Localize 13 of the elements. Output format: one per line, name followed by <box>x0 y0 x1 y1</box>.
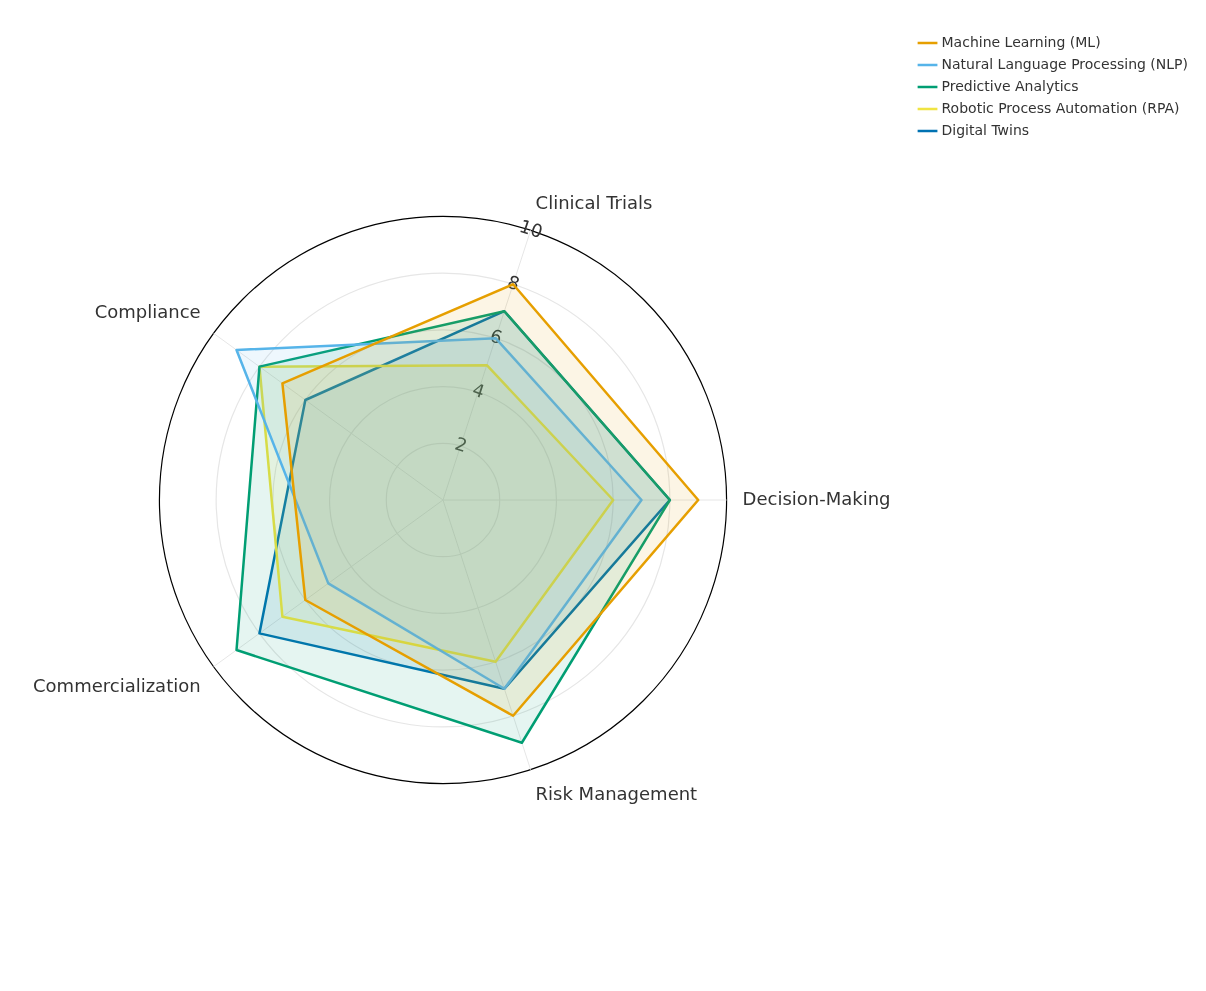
legend-label: Robotic Process Automation (RPA) <box>941 99 1180 116</box>
spoke-label: Commercialization <box>33 674 201 696</box>
spoke-label: Clinical Trials <box>535 191 653 213</box>
legend-label: Digital Twins <box>941 121 1030 138</box>
y-tick-label: 2 <box>452 432 470 457</box>
legend-label: Predictive Analytics <box>941 77 1079 94</box>
spoke-label: Compliance <box>94 300 201 322</box>
y-tick-label: 10 <box>517 215 546 243</box>
spoke-label: Decision-Making <box>742 487 891 509</box>
legend-label: Machine Learning (ML) <box>941 33 1101 50</box>
legend-label: Natural Language Processing (NLP) <box>941 55 1189 72</box>
spoke-label: Risk Management <box>535 783 698 805</box>
y-tick-label: 4 <box>469 378 488 403</box>
